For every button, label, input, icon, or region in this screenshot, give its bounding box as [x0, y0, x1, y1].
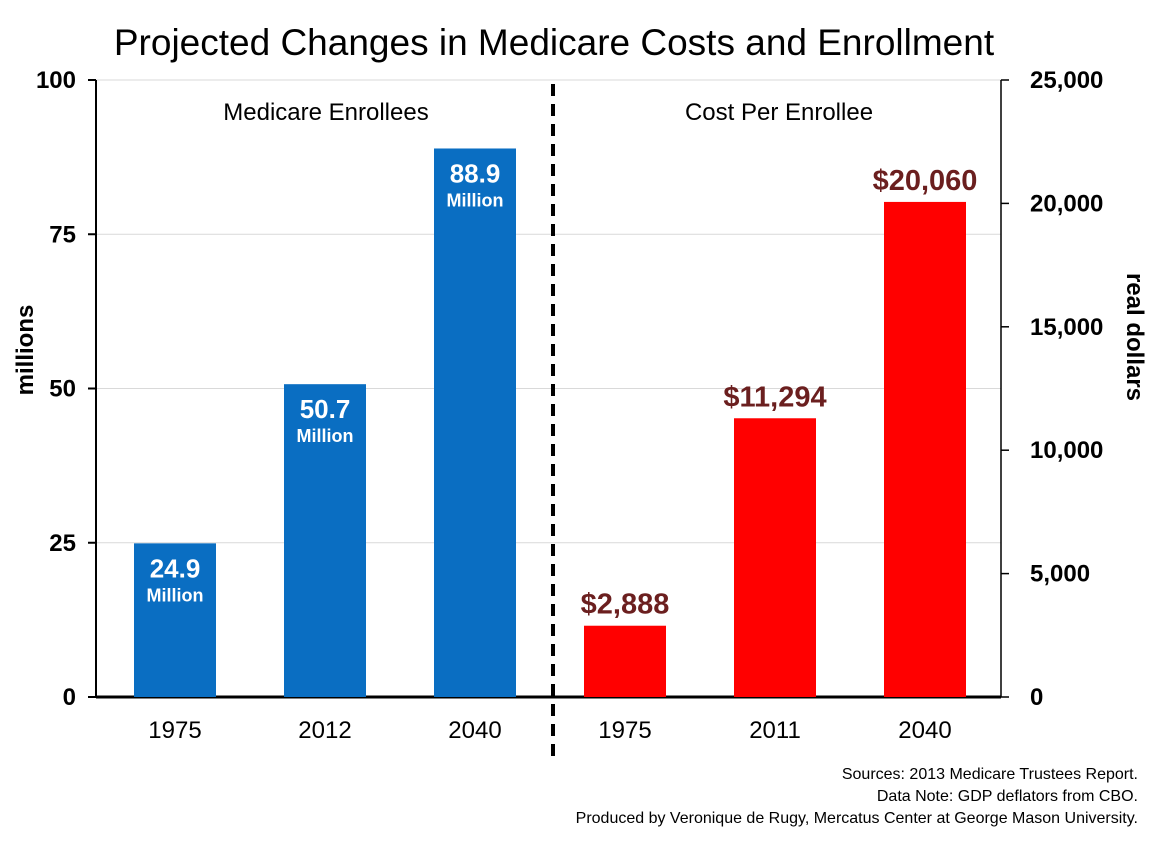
cost-value-label: $20,060 [873, 165, 978, 197]
right-tick-label: 5,000 [1030, 561, 1090, 588]
cost-section-title: Cost Per Enrollee [685, 99, 873, 126]
left-axis-ticks: 0 25 50 75 100 [36, 67, 96, 711]
producer-line: Produced by Veronique de Rugy, Mercatus … [576, 810, 1138, 827]
enrollee-unit-label: Million [147, 585, 204, 605]
enrollee-bar [284, 384, 366, 697]
cost-category-label: 2011 [749, 717, 801, 744]
enrollee-value-label: 88.9 [450, 158, 501, 188]
right-axis-title: real dollars [1121, 273, 1148, 401]
cost-bar-group: $11,294 2011 [723, 381, 826, 744]
enrollee-value-label: 24.9 [150, 553, 201, 583]
left-axis-title: millions [12, 305, 39, 396]
right-tick-label: 15,000 [1030, 314, 1103, 341]
enrollee-category-label: 2040 [448, 717, 501, 744]
sources-note: Sources: 2013 Medicare Trustees Report. … [576, 766, 1138, 827]
enrollee-unit-label: Million [297, 426, 354, 446]
left-tick-label: 100 [36, 67, 76, 94]
left-tick-label: 50 [49, 376, 76, 403]
left-tick-label: 75 [49, 221, 76, 248]
enrollee-bar [134, 543, 216, 697]
enrollee-unit-label: Million [447, 190, 504, 210]
enrollee-value-label: 50.7 [300, 394, 351, 424]
right-tick-label: 0 [1030, 684, 1043, 711]
enrollee-category-label: 2012 [298, 717, 351, 744]
cost-bar-group: $2,888 1975 [581, 589, 670, 744]
cost-bars: $2,888 1975 $11,294 2011 $20,060 2040 [581, 165, 978, 744]
left-tick-label: 25 [49, 530, 76, 557]
cost-bar [884, 201, 966, 698]
right-tick-label: 10,000 [1030, 437, 1103, 464]
right-tick-label: 20,000 [1030, 190, 1103, 217]
cost-value-label: $11,294 [723, 381, 826, 413]
enrollee-bar [434, 148, 516, 697]
chart-title: Projected Changes in Medicare Costs and … [114, 22, 995, 63]
right-axis-ticks: 0 5,000 10,000 15,000 20,000 25,000 [1001, 67, 1103, 711]
cost-bar [584, 625, 666, 697]
enrollees-bars: 24.9Million197550.7Million201288.9Millio… [134, 148, 516, 744]
cost-bar [734, 418, 816, 697]
data-note-line: Data Note: GDP deflators from CBO. [877, 788, 1138, 805]
cost-value-label: $2,888 [581, 589, 670, 621]
cost-bar-group: $20,060 2040 [873, 165, 978, 744]
enrollee-category-label: 1975 [148, 717, 201, 744]
cost-category-label: 2040 [898, 717, 951, 744]
cost-category-label: 1975 [598, 717, 651, 744]
gridlines [96, 79, 1001, 544]
enrollees-section-title: Medicare Enrollees [223, 99, 428, 126]
source-line: Sources: 2013 Medicare Trustees Report. [842, 766, 1138, 783]
left-tick-label: 0 [63, 684, 76, 711]
right-tick-label: 25,000 [1030, 67, 1103, 94]
